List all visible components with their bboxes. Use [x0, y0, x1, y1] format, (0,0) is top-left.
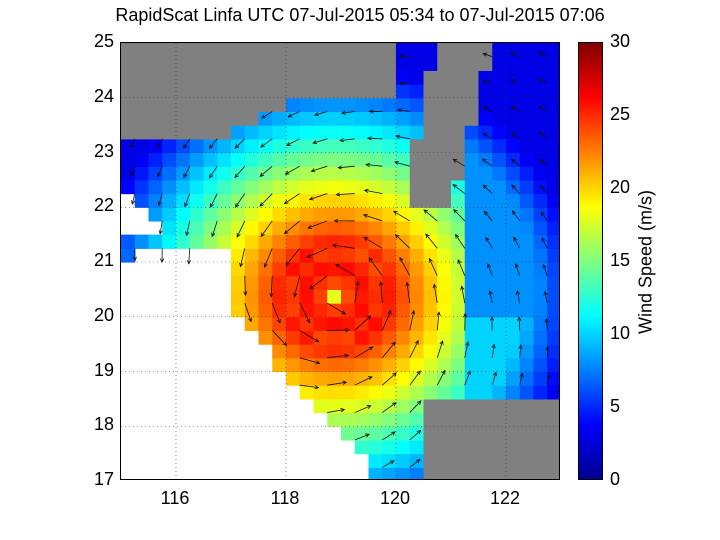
x-tick-label: 120 [379, 488, 411, 508]
y-tick-label: 17 [93, 469, 114, 489]
y-tick-label: 23 [93, 140, 114, 161]
y-tick-label: 18 [93, 414, 114, 435]
y-tick-label: 19 [93, 359, 114, 380]
colorbar-tick-label: 0 [610, 469, 621, 489]
x-tick-label: 122 [489, 488, 521, 508]
y-tick-label: 22 [93, 195, 114, 216]
grid-lines [121, 43, 559, 479]
wind-vectors [130, 51, 551, 468]
colorbar-label: Wind Speed (m/s) [635, 189, 656, 335]
wind-map [121, 43, 559, 479]
x-tick-label: 116 [160, 488, 190, 508]
colorbar [578, 42, 603, 480]
chart-title: RapidScat Linfa UTC 07-Jul-2015 05:34 to… [115, 5, 605, 25]
colorbar-tick-label: 10 [610, 323, 631, 343]
y-tick-label: 24 [93, 85, 114, 106]
y-tick-label: 21 [93, 250, 114, 270]
x-tick-label: 118 [270, 488, 300, 508]
wind-speed-cells [121, 43, 559, 479]
colorbar-tick-label: 20 [610, 177, 631, 197]
colorbar-tick-label: 30 [610, 31, 631, 51]
colorbar-tick-label: 25 [610, 104, 631, 124]
colorbar-tick-label: 5 [610, 396, 621, 416]
y-tick-label: 25 [93, 31, 114, 51]
plot-area [120, 42, 560, 480]
y-tick-label: 20 [93, 304, 114, 325]
colorbar-tick-label: 15 [610, 250, 631, 270]
